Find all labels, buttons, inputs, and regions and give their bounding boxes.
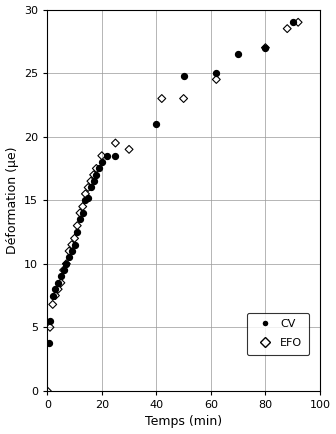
- CV: [236, 51, 241, 58]
- CV: [113, 152, 118, 159]
- EFO: [126, 146, 132, 153]
- CV: [80, 210, 85, 217]
- EFO: [295, 19, 301, 26]
- EFO: [50, 301, 55, 308]
- CV: [72, 241, 77, 248]
- CV: [47, 318, 53, 325]
- EFO: [58, 279, 64, 286]
- EFO: [75, 222, 80, 229]
- CV: [214, 69, 219, 76]
- CV: [77, 216, 83, 223]
- CV: [53, 286, 58, 293]
- EFO: [99, 152, 104, 159]
- EFO: [214, 76, 219, 83]
- Y-axis label: Déformation (μe): Déformation (μe): [6, 146, 18, 254]
- CV: [85, 194, 91, 201]
- CV: [64, 260, 69, 267]
- CV: [67, 254, 72, 261]
- CV: [94, 171, 99, 178]
- CV: [88, 184, 94, 191]
- EFO: [72, 235, 77, 242]
- EFO: [94, 165, 99, 172]
- EFO: [159, 95, 165, 102]
- EFO: [67, 247, 72, 254]
- EFO: [85, 184, 91, 191]
- EFO: [91, 171, 96, 178]
- EFO: [55, 286, 61, 293]
- CV: [50, 292, 55, 299]
- CV: [99, 158, 104, 165]
- EFO: [263, 44, 268, 51]
- CV: [75, 229, 80, 236]
- CV: [83, 197, 88, 204]
- CV: [96, 165, 102, 172]
- EFO: [80, 203, 85, 210]
- EFO: [285, 25, 290, 32]
- CV: [154, 121, 159, 128]
- CV: [263, 44, 268, 51]
- EFO: [83, 191, 88, 197]
- EFO: [181, 95, 186, 102]
- CV: [69, 247, 75, 254]
- X-axis label: Temps (min): Temps (min): [145, 415, 222, 428]
- EFO: [69, 241, 75, 248]
- CV: [290, 19, 295, 26]
- EFO: [64, 260, 69, 267]
- CV: [58, 273, 64, 280]
- EFO: [45, 388, 50, 395]
- EFO: [88, 178, 94, 184]
- EFO: [53, 292, 58, 299]
- Legend: CV, EFO: CV, EFO: [247, 312, 309, 355]
- CV: [104, 152, 110, 159]
- CV: [91, 178, 96, 184]
- CV: [55, 279, 61, 286]
- EFO: [113, 140, 118, 147]
- EFO: [61, 266, 66, 273]
- CV: [46, 339, 51, 346]
- EFO: [47, 324, 53, 331]
- CV: [181, 72, 186, 79]
- EFO: [77, 210, 83, 217]
- CV: [61, 266, 66, 273]
